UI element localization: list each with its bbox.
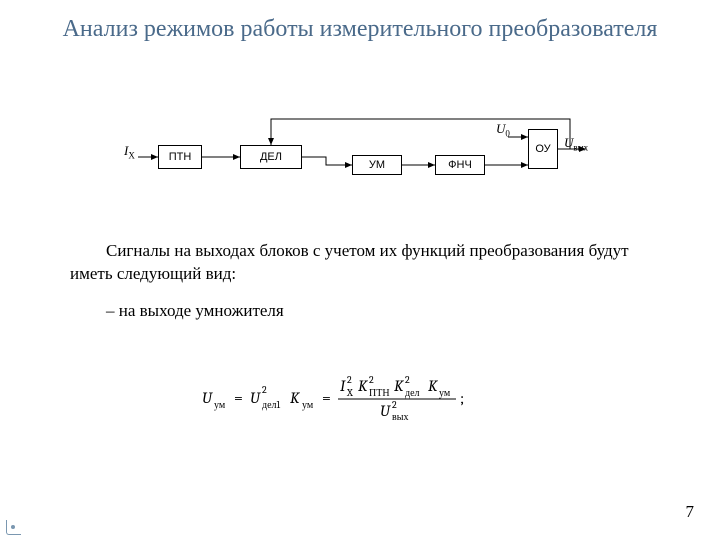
label-uout-sub: вых bbox=[573, 143, 588, 153]
svg-text:;: ; bbox=[460, 389, 464, 407]
label-u0: U0 bbox=[496, 121, 510, 139]
page-title: Анализ режимов работы измерительного пре… bbox=[0, 14, 720, 44]
block-ptn: ПТН bbox=[158, 145, 202, 169]
label-uout-sym: U bbox=[564, 135, 573, 150]
svg-text:=: = bbox=[322, 389, 331, 407]
paragraph-2: – на выходе умножителя bbox=[70, 300, 650, 323]
label-uout: Uвых bbox=[564, 135, 588, 153]
svg-text:U: U bbox=[202, 389, 213, 407]
label-u0-sub: 0 bbox=[505, 129, 510, 139]
svg-text:дел: дел bbox=[405, 387, 420, 399]
svg-text:дел1: дел1 bbox=[262, 399, 281, 411]
svg-text:U: U bbox=[250, 389, 261, 407]
block-um: УМ bbox=[352, 155, 402, 175]
multiplier-formula: U ум = U 2 дел1 K ум = I 2 X K 2 ПТН bbox=[0, 375, 720, 426]
svg-text:K: K bbox=[358, 377, 368, 395]
body-text: Сигналы на выходах блоков с учетом их фу… bbox=[70, 240, 650, 337]
svg-text:2: 2 bbox=[347, 375, 352, 386]
svg-text:2: 2 bbox=[405, 375, 410, 386]
svg-text:K: K bbox=[290, 389, 300, 407]
svg-text:K: K bbox=[394, 377, 404, 395]
paragraph-1: Сигналы на выходах блоков с учетом их фу… bbox=[70, 240, 650, 286]
label-ix-sub: X bbox=[128, 151, 135, 161]
block-oy: ОУ bbox=[528, 129, 558, 169]
svg-text:вых: вых bbox=[392, 411, 408, 421]
svg-text:2: 2 bbox=[392, 399, 397, 411]
svg-text:ПТН: ПТН bbox=[369, 387, 390, 399]
svg-text:ум: ум bbox=[214, 399, 226, 411]
svg-text:I: I bbox=[340, 377, 346, 395]
svg-text:ум: ум bbox=[439, 387, 451, 399]
svg-text:K: K bbox=[428, 377, 438, 395]
svg-text:U: U bbox=[380, 402, 391, 420]
block-fnch: ФНЧ bbox=[435, 155, 485, 175]
svg-text:ум: ум bbox=[302, 399, 314, 411]
svg-text:X: X bbox=[346, 387, 353, 399]
svg-text:=: = bbox=[234, 389, 243, 407]
svg-text:2: 2 bbox=[369, 375, 374, 386]
label-u0-sym: U bbox=[496, 121, 505, 136]
corner-decoration-icon bbox=[6, 520, 20, 534]
svg-text:2: 2 bbox=[262, 384, 267, 396]
page-number: 7 bbox=[686, 502, 695, 522]
block-del: ДЕЛ bbox=[240, 145, 302, 169]
block-diagram: ПТН ДЕЛ УМ ФНЧ ОУ IX U0 Uвых bbox=[130, 115, 600, 195]
label-ix: IX bbox=[124, 143, 135, 161]
